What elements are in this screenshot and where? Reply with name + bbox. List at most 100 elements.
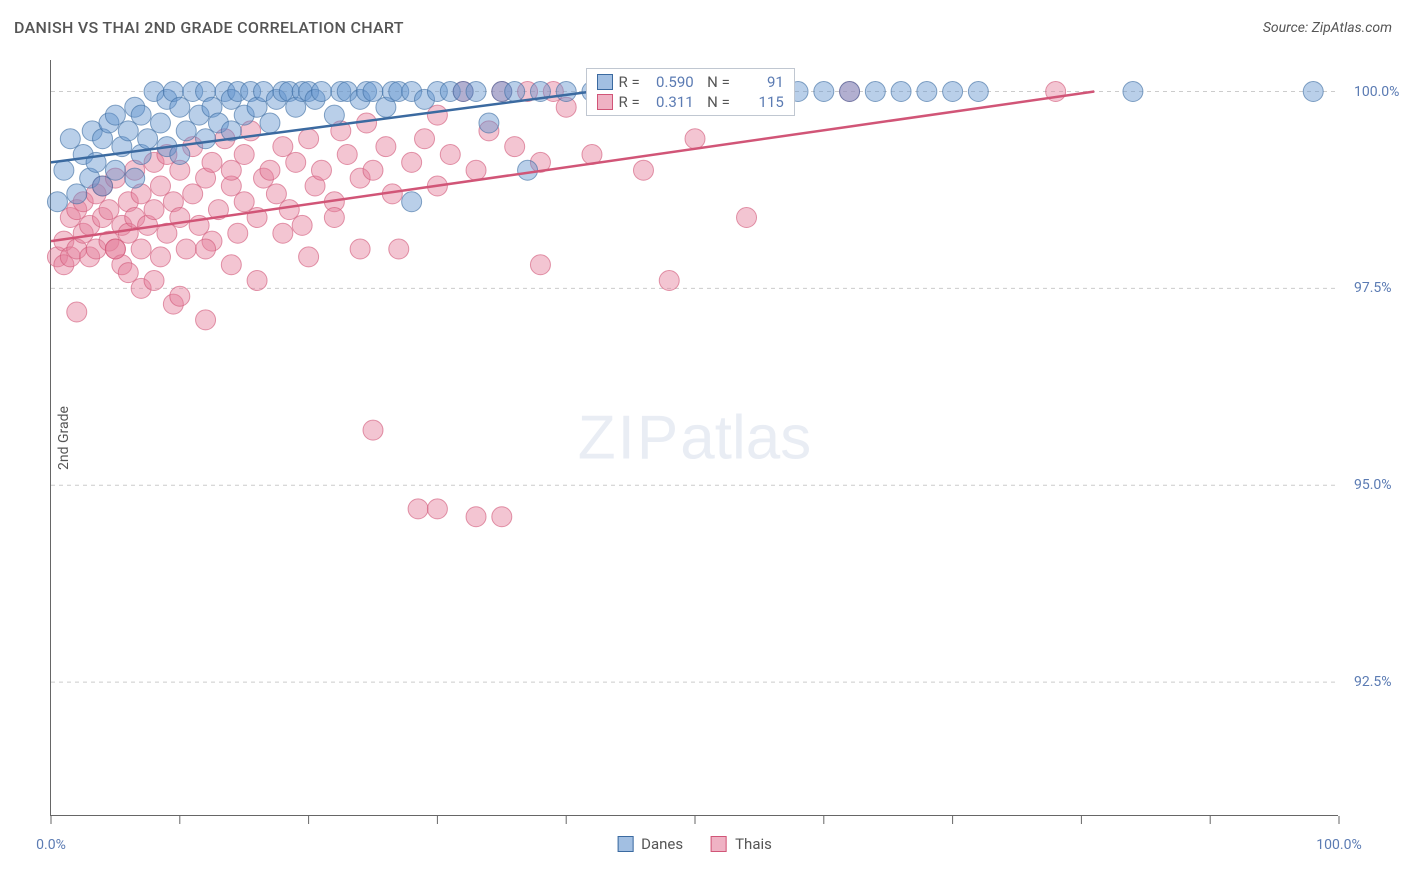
data-point — [968, 82, 988, 102]
data-point — [279, 200, 299, 220]
data-point — [170, 286, 190, 306]
data-point — [492, 507, 512, 527]
data-point — [363, 82, 383, 102]
data-point — [299, 247, 319, 267]
chart-title: DANISH VS THAI 2ND GRADE CORRELATION CHA… — [14, 18, 404, 37]
y-tick-label: 97.5% — [1354, 280, 1392, 296]
data-point — [466, 160, 486, 180]
data-point — [260, 160, 280, 180]
correlation-legend: R =0.590 N =91R =0.311 N =115 — [586, 68, 795, 116]
data-point — [518, 160, 538, 180]
data-point — [54, 160, 74, 180]
data-point — [479, 113, 499, 133]
data-point — [99, 200, 119, 220]
data-point — [840, 82, 860, 102]
legend-n-value: 91 — [736, 73, 784, 91]
legend-row: R =0.590 N =91 — [597, 73, 784, 91]
data-point — [144, 271, 164, 291]
data-point — [247, 271, 267, 291]
data-point — [891, 82, 911, 102]
data-point — [176, 239, 196, 259]
data-point — [196, 310, 216, 330]
data-point — [228, 223, 248, 243]
data-point — [150, 113, 170, 133]
data-point — [324, 208, 344, 228]
data-point — [118, 263, 138, 283]
data-point — [105, 160, 125, 180]
data-point — [150, 176, 170, 196]
legend-swatch — [711, 836, 727, 852]
data-point — [633, 160, 653, 180]
legend-item: Thais — [711, 835, 772, 853]
data-point — [196, 239, 216, 259]
data-point — [196, 129, 216, 149]
data-point — [105, 105, 125, 125]
data-point — [402, 192, 422, 212]
x-tick-label: 100.0% — [1316, 837, 1361, 853]
data-point — [138, 129, 158, 149]
data-point — [105, 239, 125, 259]
legend-r-value: 0.590 — [646, 73, 694, 91]
legend-r-label: R = — [619, 93, 640, 111]
legend-swatch — [597, 94, 613, 110]
data-point — [427, 105, 447, 125]
data-point — [363, 420, 383, 440]
chart-source: Source: ZipAtlas.com — [1263, 20, 1392, 36]
data-point — [93, 176, 113, 196]
data-point — [737, 208, 757, 228]
data-point — [118, 121, 138, 141]
data-point — [556, 82, 576, 102]
data-point — [144, 200, 164, 220]
data-point — [814, 82, 834, 102]
data-point — [234, 192, 254, 212]
data-point — [440, 145, 460, 165]
data-point — [389, 239, 409, 259]
legend-swatch — [617, 836, 633, 852]
data-point — [221, 160, 241, 180]
legend-r-label: R = — [619, 73, 640, 91]
data-point — [324, 105, 344, 125]
data-point — [286, 152, 306, 172]
data-point — [917, 82, 937, 102]
data-point — [530, 255, 550, 275]
x-tick-label: 0.0% — [36, 837, 66, 853]
data-point — [427, 499, 447, 519]
data-point — [943, 82, 963, 102]
chart-svg — [51, 60, 1338, 815]
y-tick-label: 100.0% — [1354, 84, 1399, 100]
data-point — [865, 82, 885, 102]
data-point — [221, 255, 241, 275]
series-legend: Danes Thais — [617, 835, 772, 853]
data-point — [47, 192, 67, 212]
legend-n-value: 115 — [736, 93, 784, 111]
data-point — [685, 129, 705, 149]
data-point — [466, 507, 486, 527]
data-point — [505, 137, 525, 157]
legend-r-value: 0.311 — [646, 93, 694, 111]
data-point — [131, 105, 151, 125]
data-point — [183, 184, 203, 204]
data-point — [234, 145, 254, 165]
y-tick-label: 95.0% — [1354, 477, 1392, 493]
data-point — [659, 271, 679, 291]
data-point — [350, 239, 370, 259]
data-point — [176, 121, 196, 141]
data-point — [505, 82, 525, 102]
data-point — [67, 184, 87, 204]
legend-label: Danes — [641, 835, 683, 853]
legend-swatch — [597, 74, 613, 90]
data-point — [415, 129, 435, 149]
data-point — [67, 302, 87, 322]
data-point — [131, 239, 151, 259]
data-point — [408, 499, 428, 519]
legend-n-label: N = — [700, 93, 730, 111]
data-point — [170, 97, 190, 117]
data-point — [292, 215, 312, 235]
data-point — [311, 82, 331, 102]
data-point — [299, 129, 319, 149]
data-point — [266, 184, 286, 204]
data-point — [125, 168, 145, 188]
data-point — [402, 152, 422, 172]
y-tick-label: 92.5% — [1354, 674, 1392, 690]
chart-container: DANISH VS THAI 2ND GRADE CORRELATION CHA… — [0, 0, 1406, 892]
